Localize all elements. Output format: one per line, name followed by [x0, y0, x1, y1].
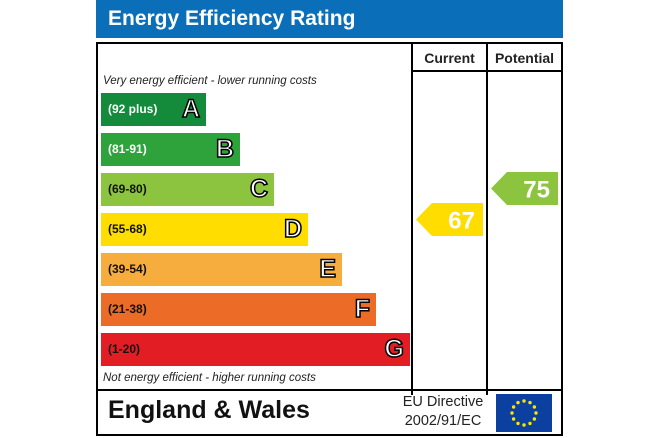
band-range-label: (1-20) [108, 342, 141, 356]
band-f: (21-38) F [101, 293, 376, 326]
band-c: (69-80) C [101, 173, 274, 206]
band-a: (92 plus) A [101, 93, 206, 126]
eu-star-icon [511, 405, 516, 409]
band-b: (81-91) B [101, 133, 240, 166]
potential-rating-arrow: 75 [491, 171, 558, 205]
band-letter: E [319, 254, 337, 284]
eu-star-icon [516, 421, 520, 426]
band-range-label: (55-68) [108, 222, 147, 236]
eu-directive: EU Directive 2002/91/EC [396, 393, 490, 431]
bottom-caption: Not energy efficient - higher running co… [103, 372, 316, 384]
band-letter: D [283, 214, 303, 244]
band-range-label: (39-54) [108, 262, 147, 276]
band-d: (55-68) D [101, 213, 308, 246]
column-header-current: Current [424, 50, 475, 66]
footer-divider [96, 389, 563, 391]
divider-potential [486, 42, 488, 395]
chart-frame [96, 42, 563, 436]
band-range-label: (69-80) [108, 182, 147, 196]
eu-star-icon [532, 405, 537, 409]
band-letter: A [181, 94, 201, 124]
band-g: (1-20) G [101, 333, 410, 366]
eu-flag-icon [496, 394, 552, 432]
chart-title: Energy Efficiency Rating [96, 0, 563, 38]
band-range-label: (92 plus) [108, 102, 158, 116]
band-letter: B [215, 134, 235, 164]
band-e: (39-54) E [101, 253, 342, 286]
band-range-label: (21-38) [108, 302, 147, 316]
top-caption: Very energy efficient - lower running co… [103, 75, 317, 87]
eu-star-icon [522, 423, 526, 427]
potential-rating-arrow-shape [491, 171, 558, 205]
eu-star-icon [511, 417, 516, 421]
band-letter: C [249, 174, 269, 204]
eu-star-icon [516, 400, 520, 405]
eu-star-icon [534, 411, 538, 415]
band-letter: F [354, 294, 371, 324]
current-rating-arrow: 67 [416, 202, 483, 236]
eu-star-icon [510, 411, 514, 415]
eu-star-icon [522, 399, 526, 403]
divider-current [411, 42, 413, 395]
footer-region: England & Wales [108, 396, 310, 424]
eu-star-icon [528, 421, 532, 426]
eu-star-icon [528, 400, 532, 405]
header-divider [411, 70, 563, 72]
current-rating-arrow-shape [416, 202, 483, 236]
eu-directive-line2: 2002/91/EC [404, 413, 482, 429]
band-letter: G [384, 334, 405, 364]
eu-directive-line1: EU Directive [402, 394, 484, 410]
current-rating-arrow-value: 67 [448, 207, 475, 234]
eu-star-icon [532, 417, 537, 421]
band-range-label: (81-91) [108, 142, 147, 156]
potential-rating-arrow-value: 75 [523, 176, 550, 203]
column-header-potential: Potential [494, 50, 555, 66]
